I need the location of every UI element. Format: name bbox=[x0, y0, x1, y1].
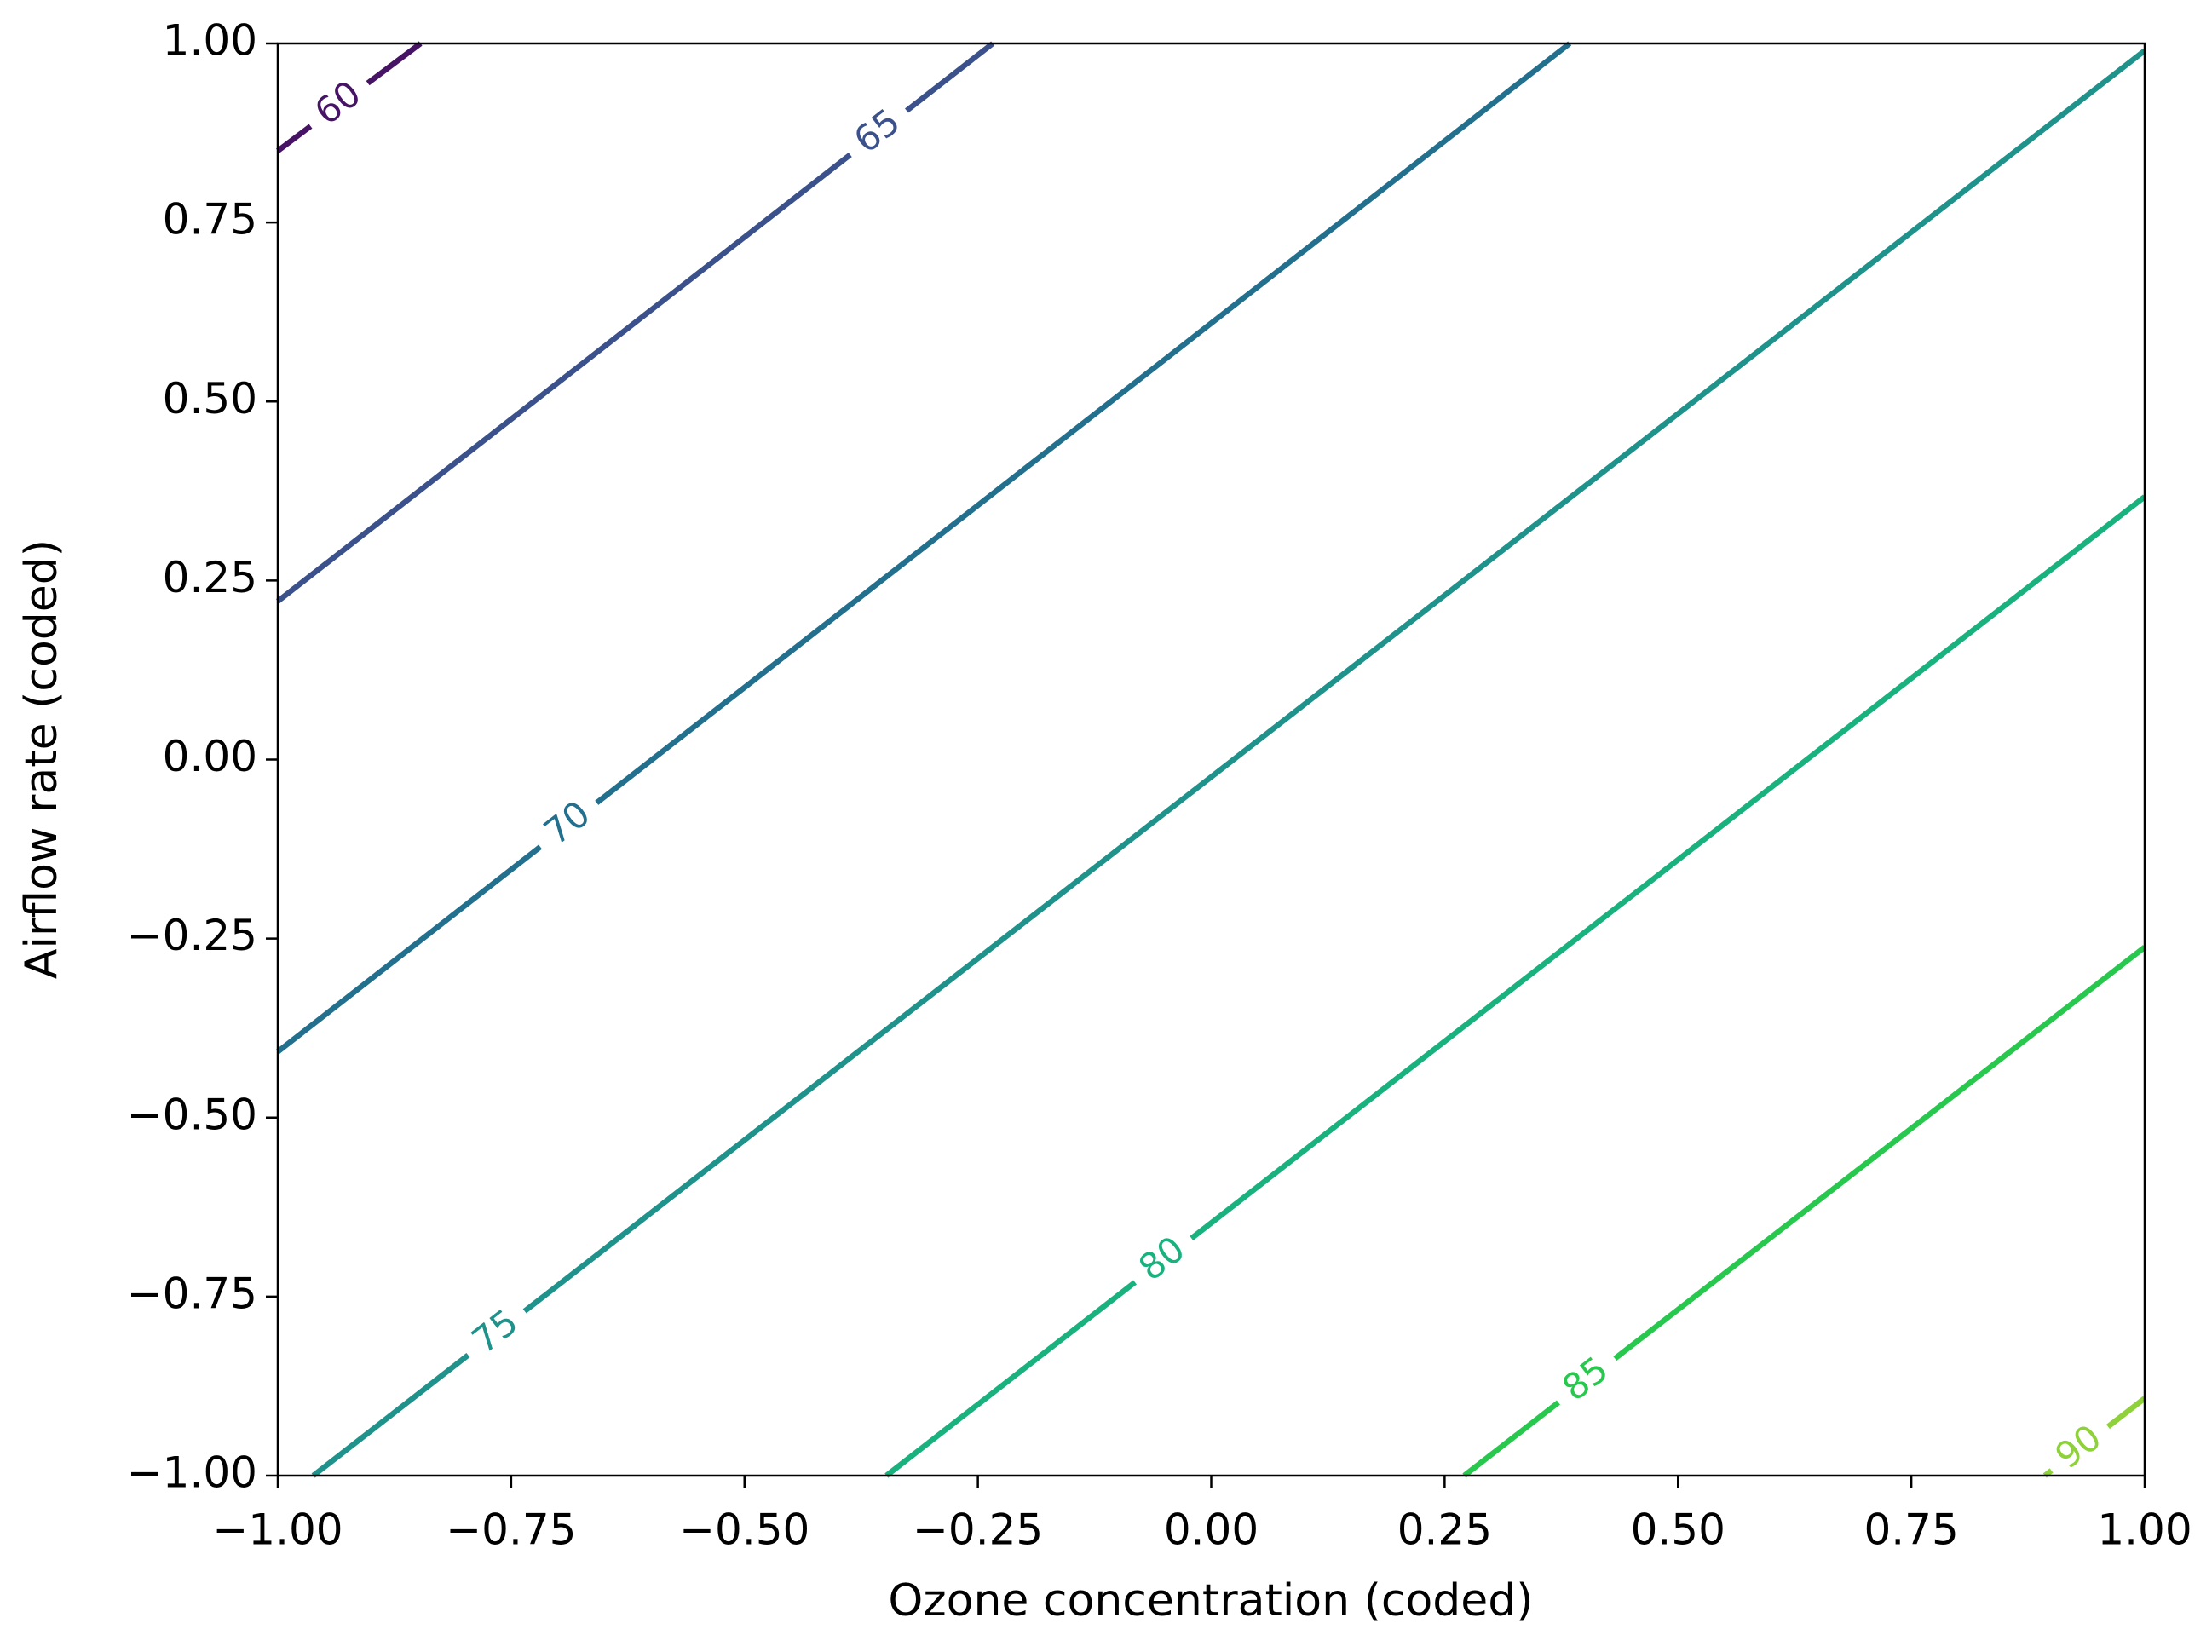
y-tick-label: 0.50 bbox=[163, 374, 257, 423]
x-tick-label: −0.75 bbox=[446, 1505, 576, 1555]
x-tick-label: 1.00 bbox=[2097, 1505, 2192, 1555]
x-tick-label: 0.25 bbox=[1397, 1505, 1492, 1555]
y-tick-label: −0.75 bbox=[127, 1269, 257, 1318]
y-tick-label: −0.50 bbox=[127, 1090, 257, 1139]
x-axis-label: Ozone concentration (coded) bbox=[888, 1575, 1533, 1626]
contour-line bbox=[884, 494, 2146, 1478]
label-gap bbox=[2037, 1408, 2122, 1488]
y-axis-label: Airflow rate (coded) bbox=[16, 539, 67, 979]
label-gap bbox=[1545, 1341, 1629, 1420]
x-tick-label: 0.75 bbox=[1863, 1505, 1958, 1555]
label-gap bbox=[527, 785, 611, 865]
label-gap bbox=[454, 1293, 539, 1373]
label-gap bbox=[836, 93, 920, 173]
contour-line bbox=[276, 41, 1572, 1054]
x-tick-label: −0.50 bbox=[679, 1505, 809, 1555]
x-tick-label: 0.00 bbox=[1164, 1505, 1259, 1555]
y-tick-label: −1.00 bbox=[127, 1448, 257, 1498]
y-tick-label: 0.75 bbox=[163, 195, 257, 245]
contour-line bbox=[311, 48, 2146, 1478]
plot-frame bbox=[276, 42, 2146, 1477]
x-tick-label: 0.50 bbox=[1631, 1505, 1725, 1555]
y-tick-label: 0.25 bbox=[163, 553, 257, 602]
x-tick-label: −0.25 bbox=[913, 1505, 1043, 1555]
label-gap bbox=[297, 65, 382, 144]
x-tick-label: −1.00 bbox=[212, 1505, 343, 1555]
y-tick-label: 1.00 bbox=[163, 16, 257, 66]
y-tick-label: 0.00 bbox=[163, 732, 257, 781]
label-gap bbox=[1121, 1220, 1206, 1300]
y-tick-label: −0.25 bbox=[127, 911, 257, 960]
